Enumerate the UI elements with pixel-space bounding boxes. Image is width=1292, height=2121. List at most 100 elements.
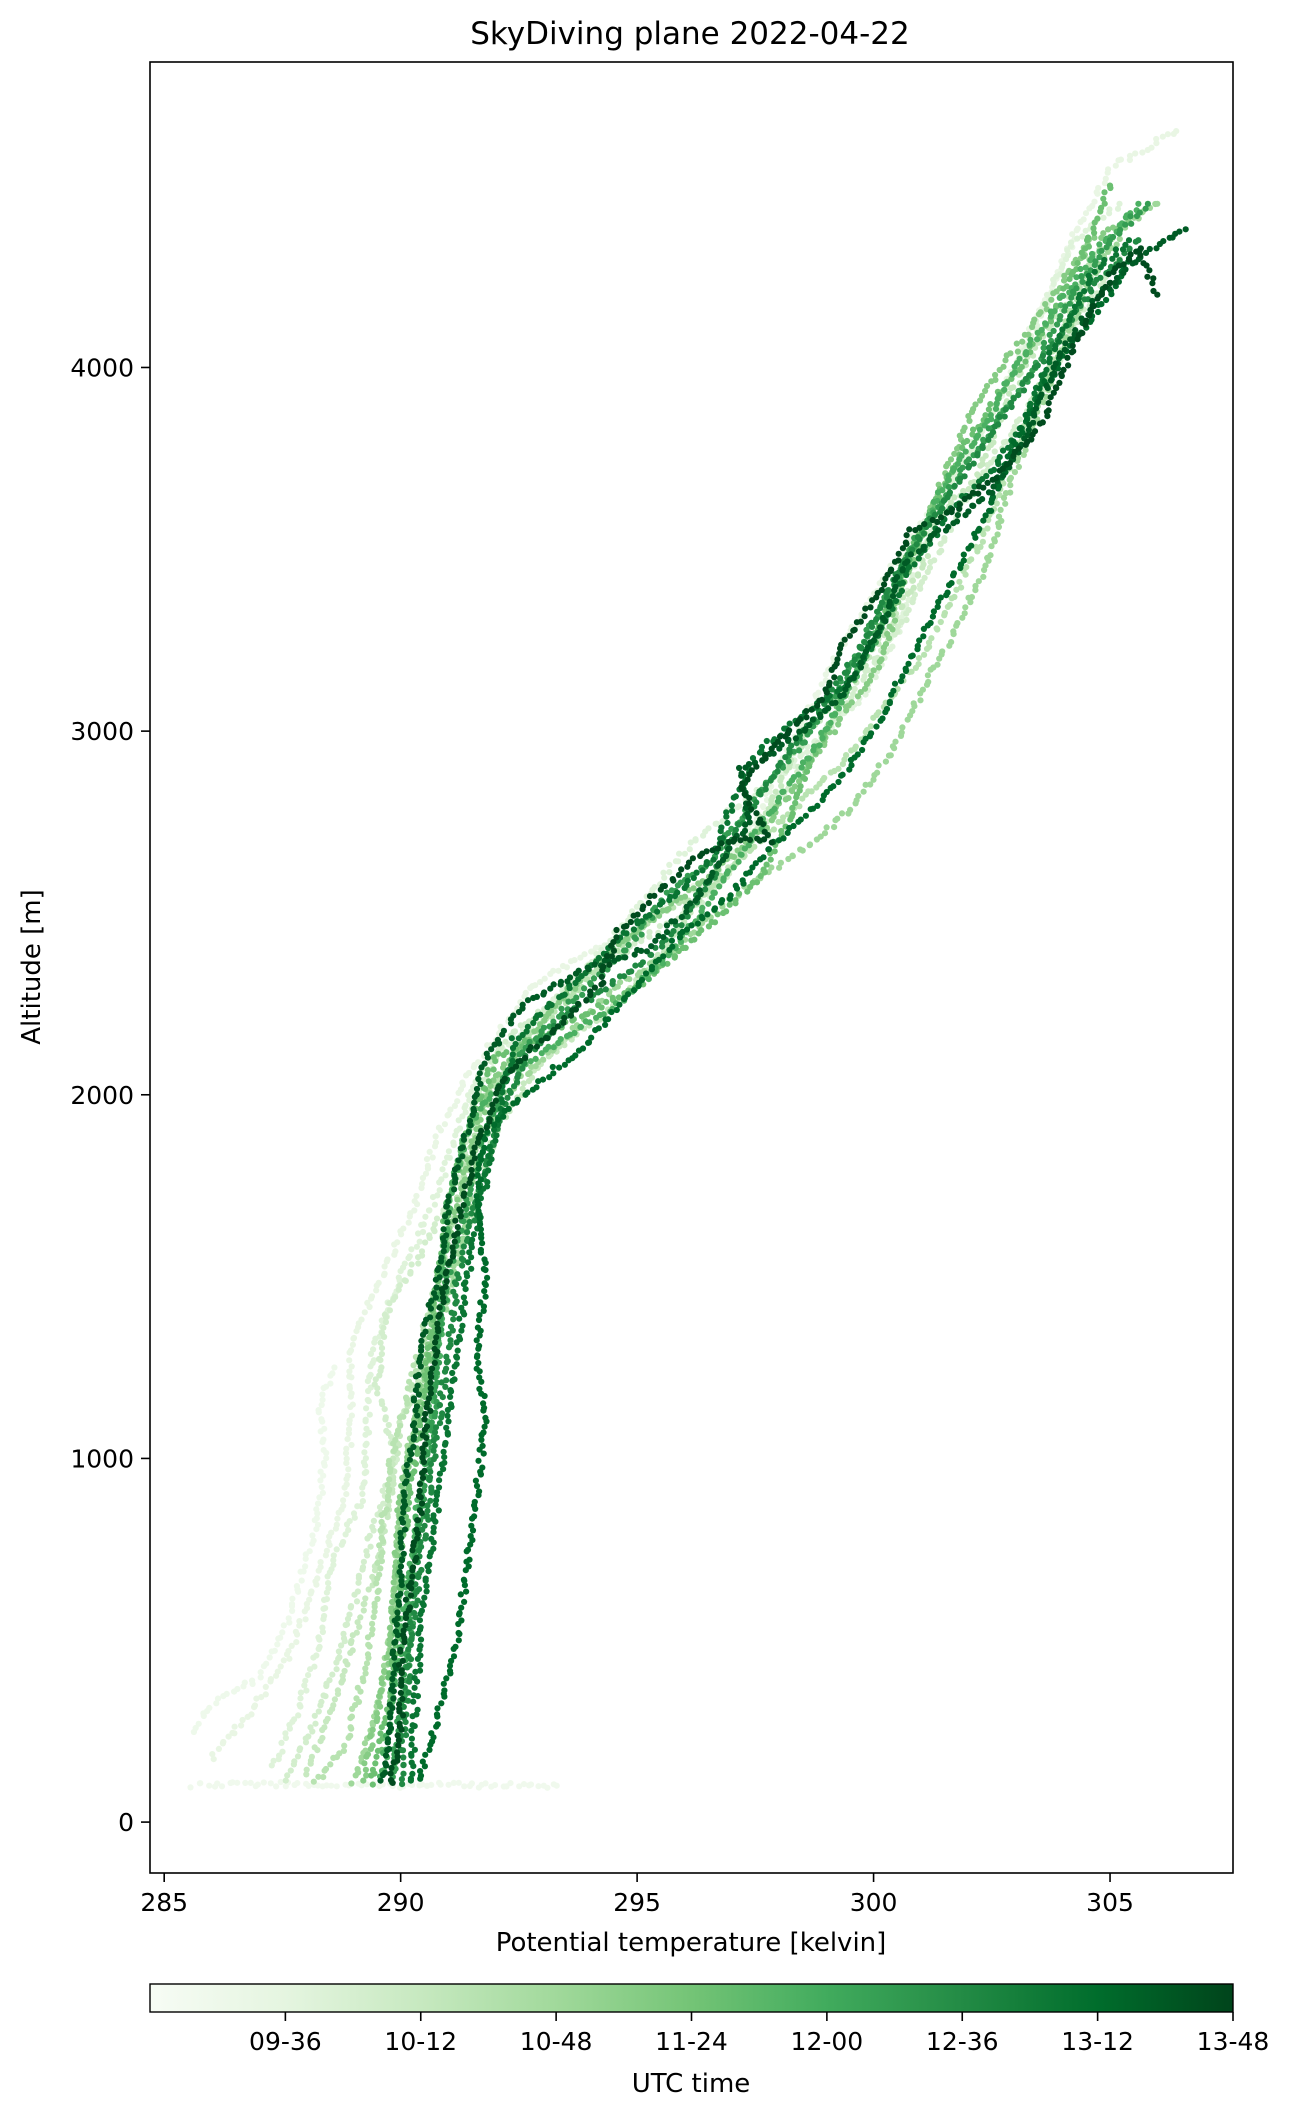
data-point	[392, 1638, 399, 1645]
data-point	[417, 1661, 424, 1668]
data-point	[925, 678, 932, 686]
data-point	[831, 729, 839, 736]
data-point	[418, 1252, 426, 1259]
data-point	[668, 937, 676, 944]
data-point	[458, 1604, 465, 1611]
data-point	[425, 1568, 432, 1575]
data-point	[454, 1347, 461, 1354]
data-point	[447, 1323, 455, 1330]
data-point	[921, 651, 928, 658]
data-point	[659, 898, 666, 906]
data-point	[799, 759, 807, 766]
data-point	[308, 1753, 315, 1760]
data-point	[398, 1776, 405, 1783]
data-point	[234, 1685, 241, 1693]
data-point	[978, 392, 986, 399]
data-point	[411, 1198, 418, 1205]
data-point	[868, 672, 875, 679]
data-point	[710, 882, 717, 889]
data-point	[287, 1767, 294, 1774]
data-point	[361, 1740, 368, 1747]
data-point	[808, 788, 815, 795]
data-point	[988, 543, 995, 550]
data-point	[374, 1595, 381, 1603]
data-point	[1144, 200, 1151, 207]
data-point	[411, 1468, 418, 1475]
data-point	[418, 1248, 426, 1255]
data-point	[428, 1781, 435, 1788]
data-point	[720, 875, 727, 882]
data-point	[1013, 340, 1020, 347]
data-point	[962, 448, 969, 455]
data-point	[238, 1722, 245, 1729]
data-point	[1064, 252, 1071, 259]
data-point	[459, 1249, 466, 1256]
data-point	[282, 1734, 289, 1742]
data-point	[381, 1263, 388, 1270]
data-point	[346, 1368, 353, 1375]
data-point	[456, 1125, 464, 1132]
data-point	[435, 1507, 442, 1514]
data-point	[1116, 235, 1123, 243]
data-point	[789, 804, 796, 812]
data-point	[698, 927, 705, 934]
data-point	[1106, 182, 1114, 189]
data-point	[759, 803, 767, 810]
data-point	[732, 897, 739, 904]
data-point	[1116, 200, 1123, 207]
data-point	[422, 1532, 429, 1539]
data-point	[557, 1036, 564, 1043]
data-point	[563, 964, 571, 971]
data-point	[718, 824, 725, 831]
data-point	[302, 1677, 309, 1684]
data-point	[691, 929, 698, 936]
data-point	[1051, 308, 1058, 315]
data-point	[388, 1605, 395, 1612]
data-point	[424, 1502, 431, 1509]
data-point	[878, 599, 886, 606]
data-point	[381, 1406, 388, 1413]
data-point	[770, 773, 777, 781]
data-point	[458, 1304, 465, 1311]
data-point	[550, 967, 557, 974]
data-point	[362, 1455, 369, 1462]
data-point	[433, 1215, 441, 1222]
data-point	[311, 1663, 318, 1670]
data-point	[1100, 214, 1107, 221]
data-point	[789, 810, 796, 817]
data-point	[342, 1658, 349, 1665]
data-point	[704, 911, 711, 918]
data-point	[687, 839, 694, 846]
data-point	[231, 1723, 238, 1730]
data-point	[487, 1091, 495, 1098]
data-point	[1100, 195, 1107, 202]
data-point	[861, 685, 869, 692]
data-point	[278, 1739, 285, 1746]
data-point	[730, 853, 738, 861]
data-point	[354, 1619, 361, 1626]
plot-points	[187, 128, 1189, 1791]
data-point	[1173, 128, 1180, 135]
series-1	[190, 1364, 338, 1736]
data-point	[303, 1687, 310, 1694]
data-point	[589, 1009, 596, 1016]
data-point	[477, 1246, 484, 1253]
data-point	[630, 926, 638, 933]
data-point	[437, 1390, 444, 1397]
data-point	[913, 541, 920, 548]
data-point	[823, 788, 830, 796]
data-point	[438, 1320, 446, 1327]
data-point	[347, 1347, 355, 1354]
data-point	[485, 1153, 492, 1160]
data-point	[382, 1414, 389, 1421]
data-point	[223, 1690, 230, 1697]
data-point	[971, 479, 978, 486]
data-point	[561, 1061, 569, 1068]
data-point	[914, 642, 921, 650]
data-point	[796, 747, 803, 754]
data-point	[302, 1616, 309, 1623]
data-point	[1020, 451, 1027, 458]
data-point	[379, 1524, 386, 1531]
data-point	[343, 1491, 350, 1498]
data-point	[440, 1448, 447, 1455]
